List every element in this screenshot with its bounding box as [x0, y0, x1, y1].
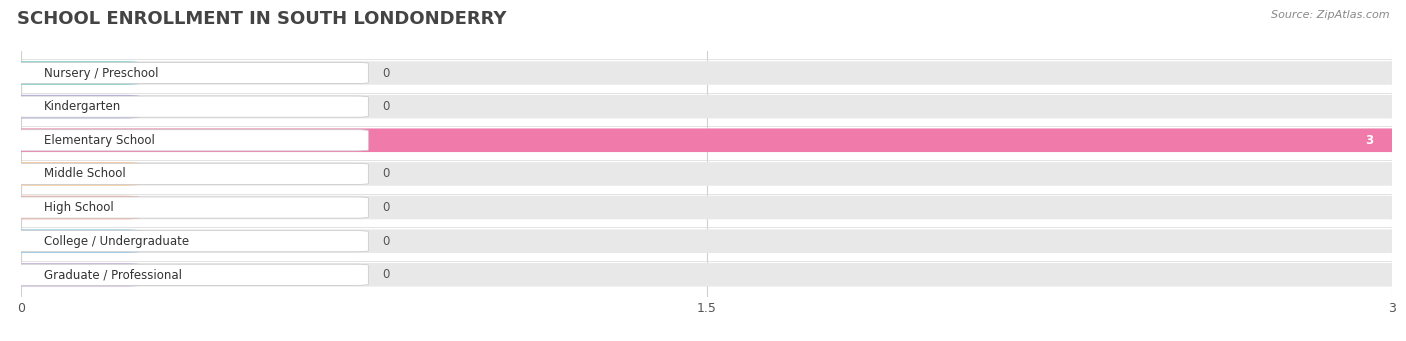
FancyBboxPatch shape [11, 62, 368, 84]
Text: College / Undergraduate: College / Undergraduate [44, 235, 188, 248]
FancyBboxPatch shape [3, 162, 141, 186]
Text: Graduate / Professional: Graduate / Professional [44, 268, 181, 281]
FancyBboxPatch shape [3, 229, 1406, 253]
Text: 0: 0 [382, 268, 389, 281]
FancyBboxPatch shape [3, 229, 141, 253]
Text: High School: High School [44, 201, 114, 214]
FancyBboxPatch shape [11, 197, 368, 218]
Text: 0: 0 [382, 100, 389, 113]
FancyBboxPatch shape [3, 196, 141, 219]
FancyBboxPatch shape [3, 95, 141, 118]
Text: Elementary School: Elementary School [44, 134, 155, 147]
FancyBboxPatch shape [3, 263, 141, 286]
FancyBboxPatch shape [3, 61, 1406, 85]
Text: 0: 0 [382, 201, 389, 214]
FancyBboxPatch shape [3, 95, 1406, 118]
Text: SCHOOL ENROLLMENT IN SOUTH LONDONDERRY: SCHOOL ENROLLMENT IN SOUTH LONDONDERRY [17, 10, 506, 28]
FancyBboxPatch shape [3, 263, 1406, 286]
FancyBboxPatch shape [11, 264, 368, 285]
FancyBboxPatch shape [11, 130, 368, 151]
FancyBboxPatch shape [3, 196, 1406, 219]
Text: Middle School: Middle School [44, 167, 125, 180]
FancyBboxPatch shape [3, 162, 1406, 186]
FancyBboxPatch shape [11, 231, 368, 252]
FancyBboxPatch shape [3, 129, 1406, 152]
Text: Nursery / Preschool: Nursery / Preschool [44, 66, 159, 79]
Text: 0: 0 [382, 66, 389, 79]
FancyBboxPatch shape [3, 61, 141, 85]
Text: 0: 0 [382, 167, 389, 180]
Text: Source: ZipAtlas.com: Source: ZipAtlas.com [1271, 10, 1389, 20]
Text: 0: 0 [382, 235, 389, 248]
FancyBboxPatch shape [11, 163, 368, 184]
Text: 3: 3 [1365, 134, 1374, 147]
FancyBboxPatch shape [3, 129, 1406, 152]
FancyBboxPatch shape [11, 96, 368, 117]
Text: Kindergarten: Kindergarten [44, 100, 121, 113]
